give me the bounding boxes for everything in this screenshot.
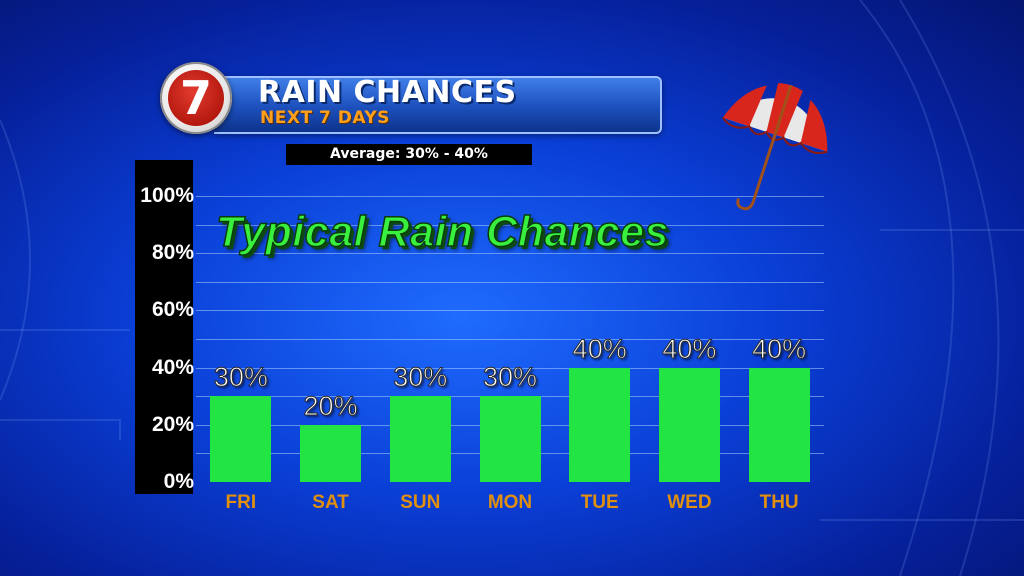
x-tick-label: MON (487, 492, 533, 513)
x-tick-label: FRI (225, 492, 257, 513)
bar-thu (748, 367, 810, 482)
station-logo: 7 (160, 62, 232, 134)
logo-seven: 7 (168, 70, 224, 126)
bar-value-label: 30% (482, 362, 538, 393)
average-badge: Average: 30% - 40% (286, 144, 532, 165)
x-tick-label: TUE (580, 492, 619, 513)
x-tick-label: SAT (312, 492, 349, 513)
x-tick-label: WED (667, 492, 712, 513)
y-tick-label: 40% (151, 355, 194, 379)
y-tick-label: 80% (151, 241, 194, 265)
y-tick-label: 60% (151, 298, 194, 322)
gridline (196, 224, 824, 226)
umbrella-icon (721, 83, 828, 211)
bar-tue (569, 367, 631, 482)
bar-value-label: 30% (213, 362, 268, 393)
gridline (196, 196, 824, 197)
bar-value-label: 40% (572, 333, 627, 364)
bar-value-label: 20% (303, 390, 358, 421)
y-tick-label: 20% (151, 412, 194, 436)
gridline (196, 281, 824, 283)
plot-area: 30% 20% 30% 30% 40% 40% 40% (196, 196, 824, 482)
bar-sat (300, 424, 362, 482)
chart-annotation: Typical Rain Chances (215, 207, 669, 257)
bar-fri (210, 396, 272, 482)
title-banner (214, 76, 662, 134)
gridline (196, 253, 824, 255)
y-axis-panel (135, 160, 193, 494)
bar-sun (389, 396, 451, 482)
gridline (196, 367, 824, 369)
y-tick-label: 100% (140, 184, 194, 207)
x-tick-label: SUN (400, 492, 441, 513)
x-tick-label: THU (759, 492, 799, 513)
bar-value-label: 40% (662, 333, 717, 364)
y-tick-label: 0% (163, 470, 194, 493)
chart-subtitle: NEXT 7 DAYS (260, 108, 390, 128)
chart-title: RAIN CHANCES (258, 75, 517, 110)
gridline (196, 310, 824, 312)
gridline (196, 339, 824, 340)
bar-wed (658, 367, 720, 482)
bar-value-label: 40% (752, 333, 807, 364)
bar-mon (479, 396, 541, 482)
bar-value-label: 30% (393, 362, 448, 393)
